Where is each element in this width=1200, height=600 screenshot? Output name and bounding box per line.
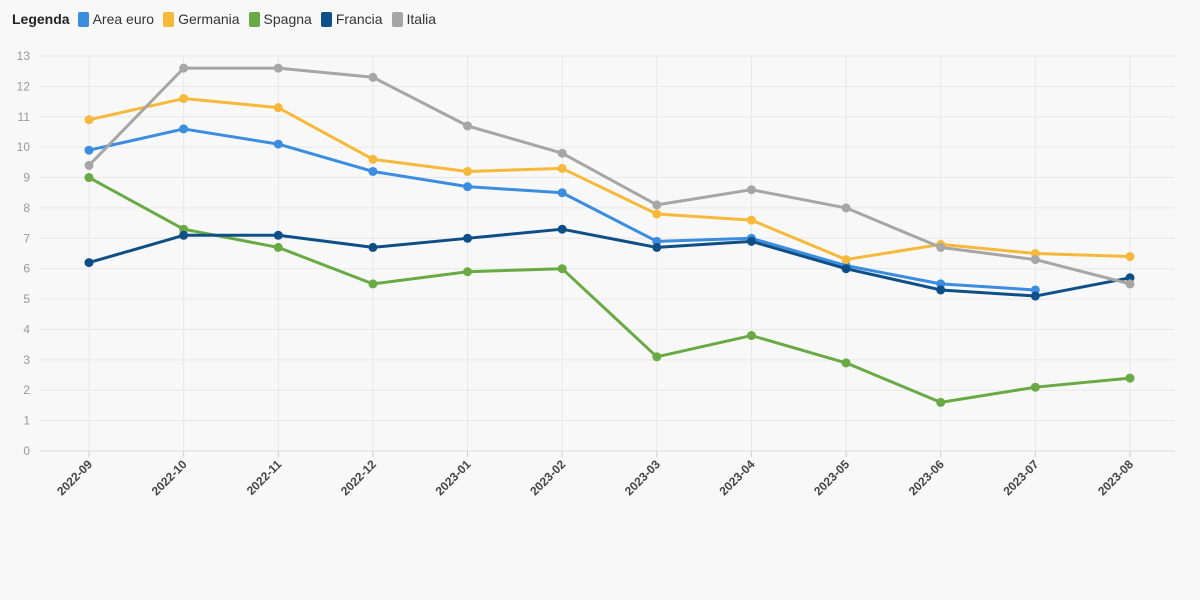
data-point-francia (179, 230, 189, 240)
y-tick-label: 6 (23, 262, 30, 276)
legend-label: Germania (178, 11, 240, 27)
data-point-italia (368, 72, 378, 82)
x-tick-label: 2023-06 (906, 457, 947, 498)
data-point-francia (84, 258, 94, 268)
data-point-area-euro (179, 124, 189, 134)
data-point-germania (557, 163, 567, 173)
data-point-germania (273, 103, 283, 113)
data-point-italia (652, 200, 662, 210)
x-tick-label: 2023-07 (1000, 457, 1041, 498)
data-point-area-euro (84, 145, 94, 155)
data-point-spagna (841, 358, 851, 368)
legend-swatch (248, 11, 260, 27)
legend-title: Legenda (12, 11, 70, 27)
data-point-germania (652, 209, 662, 219)
y-tick-label: 13 (17, 49, 31, 63)
y-tick-label: 1 (23, 414, 30, 428)
data-point-italia (84, 160, 94, 170)
data-point-area-euro (368, 166, 378, 176)
data-point-spagna (463, 267, 473, 277)
data-point-francia (1030, 291, 1040, 301)
data-point-francia (841, 264, 851, 274)
data-point-germania (746, 215, 756, 225)
series-line-italia (87, 66, 1132, 286)
legend: Legenda Area euro Germania Spagna Francia It… (12, 11, 445, 27)
x-tick-label: 2023-08 (1095, 457, 1136, 498)
x-tick-label: 2023-01 (433, 457, 474, 498)
data-point-spagna (84, 173, 94, 183)
y-tick-label: 4 (23, 322, 30, 336)
data-point-italia (936, 242, 946, 252)
data-point-area-euro (557, 188, 567, 198)
legend-swatch (77, 11, 89, 27)
legend-label: Area euro (92, 11, 155, 27)
data-point-francia (273, 230, 283, 240)
data-point-germania (463, 166, 473, 176)
data-point-italia (1125, 279, 1135, 289)
data-point-italia (841, 203, 851, 213)
data-point-spagna (273, 242, 283, 252)
series-line-francia (87, 227, 1132, 298)
legend-item-germania[interactable]: Germania (163, 11, 240, 27)
y-tick-label: 2 (23, 383, 30, 397)
y-tick-label: 0 (23, 444, 30, 458)
data-point-spagna (557, 264, 567, 274)
data-point-francia (746, 236, 756, 246)
y-tick-label: 11 (18, 110, 31, 124)
y-tick-label: 10 (17, 140, 31, 154)
data-point-germania (179, 94, 189, 104)
series-line-germania (87, 97, 1132, 262)
x-tick-label: 2022-10 (149, 457, 190, 498)
legend-label: Francia (335, 11, 383, 27)
x-tick-label: 2022-11 (244, 457, 285, 498)
y-tick-label: 12 (17, 79, 31, 93)
y-tick-label: 9 (23, 171, 30, 185)
data-point-germania (84, 115, 94, 125)
x-tick-label: 2022-09 (54, 457, 95, 498)
y-tick-label: 8 (23, 201, 30, 215)
legend-swatch (391, 11, 403, 27)
legend-swatch (163, 11, 175, 27)
y-tick-label: 5 (23, 292, 30, 306)
y-tick-label: 3 (23, 353, 30, 367)
x-tick-label: 2023-04 (717, 457, 758, 498)
legend-item-francia[interactable]: Francia (320, 11, 383, 27)
data-point-area-euro (463, 182, 473, 192)
data-point-spagna (368, 279, 378, 289)
data-point-italia (273, 63, 283, 73)
data-point-germania (841, 255, 851, 265)
data-point-germania (1125, 252, 1135, 262)
legend-item-italia[interactable]: Italia (391, 11, 437, 27)
legend-item-spagna[interactable]: Spagna (248, 11, 312, 27)
data-point-spagna (746, 331, 756, 341)
data-point-italia (179, 63, 189, 73)
data-point-francia (652, 242, 662, 252)
data-point-germania (368, 154, 378, 164)
data-point-spagna (1030, 382, 1040, 392)
legend-label: Italia (406, 11, 437, 27)
x-tick-label: 2023-02 (527, 457, 568, 498)
series-line-spagna (87, 176, 1132, 404)
data-point-francia (557, 224, 567, 234)
data-point-francia (936, 285, 946, 295)
data-point-area-euro (273, 139, 283, 149)
data-point-italia (557, 148, 567, 158)
legend-label: Spagna (263, 11, 312, 27)
data-point-italia (463, 121, 473, 131)
x-tick-label: 2023-03 (622, 457, 663, 498)
data-point-italia (746, 185, 756, 195)
data-point-spagna (652, 352, 662, 362)
x-tick-label: 2023-05 (811, 457, 852, 498)
y-tick-label: 7 (23, 231, 30, 245)
x-tick-label: 2022-12 (338, 457, 379, 498)
legend-item-area-euro[interactable]: Area euro (77, 11, 155, 27)
legend-swatch (320, 11, 332, 27)
data-point-spagna (1125, 373, 1135, 383)
data-point-francia (463, 233, 473, 243)
legend-items: Area euro Germania Spagna Francia Italia (77, 11, 446, 27)
data-point-italia (1030, 255, 1040, 265)
data-point-spagna (936, 397, 946, 407)
data-point-francia (368, 242, 378, 252)
